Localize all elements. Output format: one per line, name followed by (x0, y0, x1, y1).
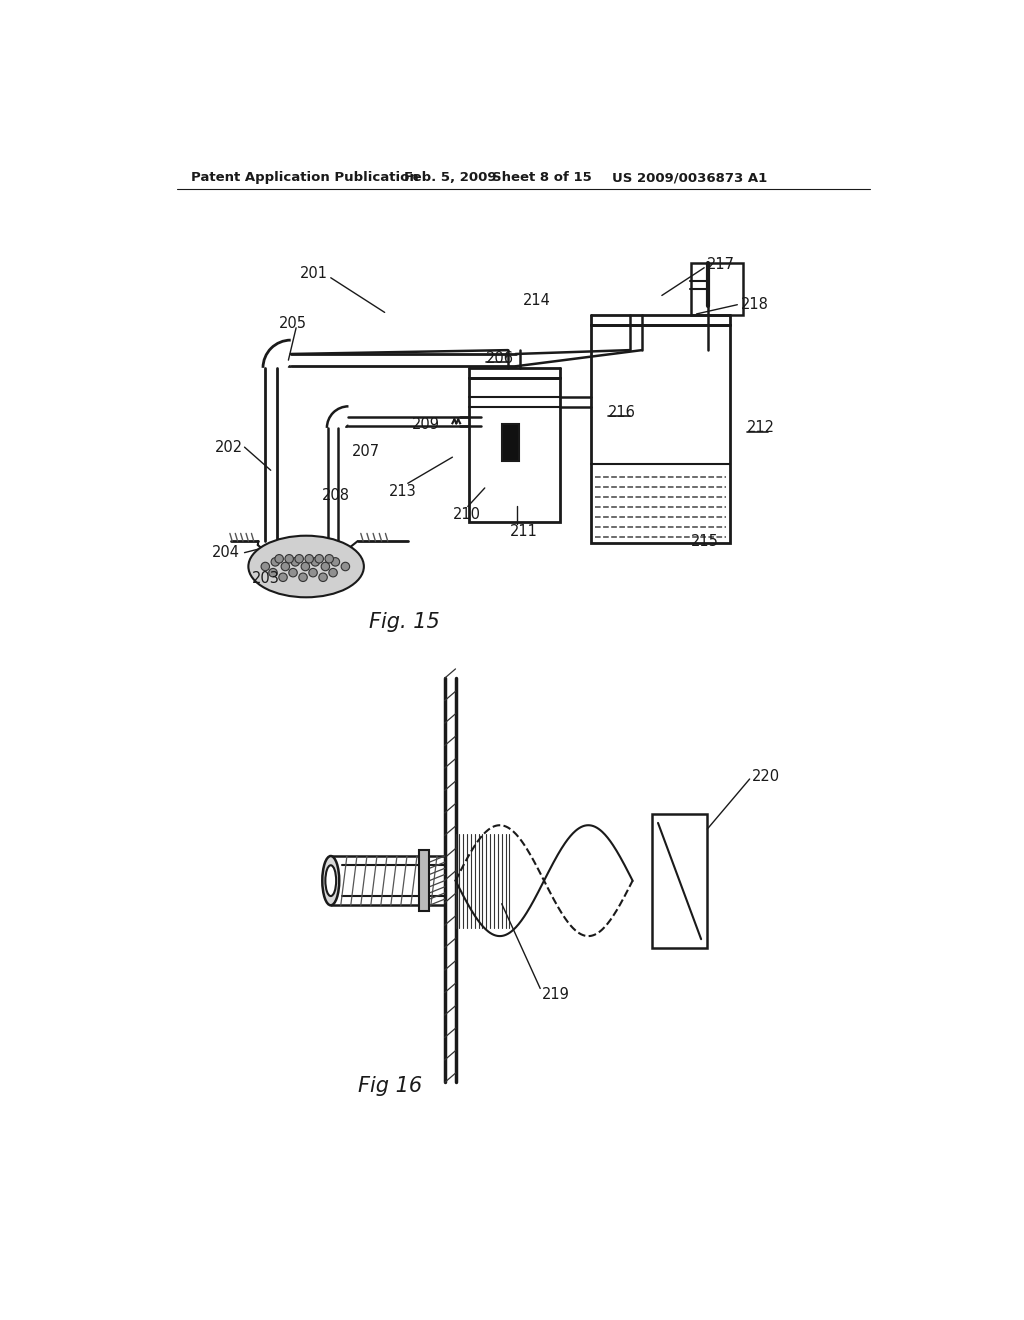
Circle shape (299, 573, 307, 582)
Ellipse shape (323, 857, 339, 906)
Circle shape (322, 562, 330, 570)
Text: 203: 203 (252, 570, 281, 586)
Circle shape (318, 573, 328, 582)
Circle shape (341, 562, 349, 570)
Text: Fig. 15: Fig. 15 (370, 612, 440, 632)
Circle shape (309, 569, 317, 577)
Circle shape (315, 554, 324, 564)
Text: Patent Application Publication: Patent Application Publication (190, 172, 419, 185)
Text: US 2009/0036873 A1: US 2009/0036873 A1 (611, 172, 767, 185)
Circle shape (325, 554, 334, 564)
Text: 217: 217 (707, 257, 734, 272)
Text: 201: 201 (300, 267, 328, 281)
Text: 202: 202 (215, 440, 244, 454)
Bar (502, 424, 518, 461)
Bar (691, 263, 743, 315)
Ellipse shape (249, 536, 364, 597)
Text: 206: 206 (486, 351, 514, 366)
Bar (419, 850, 429, 911)
Circle shape (271, 557, 280, 566)
Text: 209: 209 (412, 417, 439, 432)
Bar (591, 326, 730, 544)
Circle shape (295, 554, 303, 564)
Circle shape (274, 554, 284, 564)
Text: 212: 212 (746, 420, 774, 436)
Circle shape (305, 554, 313, 564)
Circle shape (311, 557, 319, 566)
Bar (652, 813, 708, 949)
Text: Feb. 5, 2009: Feb. 5, 2009 (403, 172, 497, 185)
Text: 220: 220 (752, 770, 780, 784)
Circle shape (301, 562, 309, 570)
Text: 219: 219 (542, 987, 569, 1002)
Text: 207: 207 (352, 444, 381, 458)
Circle shape (279, 573, 288, 582)
Circle shape (331, 557, 340, 566)
Text: 211: 211 (509, 524, 538, 540)
Text: 204: 204 (211, 545, 240, 560)
Text: 208: 208 (322, 488, 349, 503)
Ellipse shape (326, 866, 336, 896)
Text: Fig 16: Fig 16 (357, 1076, 422, 1096)
Bar (469, 378, 560, 521)
Circle shape (329, 569, 337, 577)
Circle shape (291, 557, 300, 566)
Circle shape (282, 562, 290, 570)
Text: 205: 205 (279, 317, 306, 331)
Text: 215: 215 (691, 533, 719, 549)
Text: Sheet 8 of 15: Sheet 8 of 15 (493, 172, 592, 185)
Circle shape (285, 554, 294, 564)
Text: 213: 213 (388, 483, 417, 499)
Text: 214: 214 (523, 293, 551, 309)
Text: 216: 216 (608, 405, 636, 420)
Circle shape (268, 569, 278, 577)
Text: 218: 218 (740, 297, 768, 313)
Text: 210: 210 (453, 507, 480, 521)
Circle shape (261, 562, 269, 570)
Circle shape (289, 569, 297, 577)
